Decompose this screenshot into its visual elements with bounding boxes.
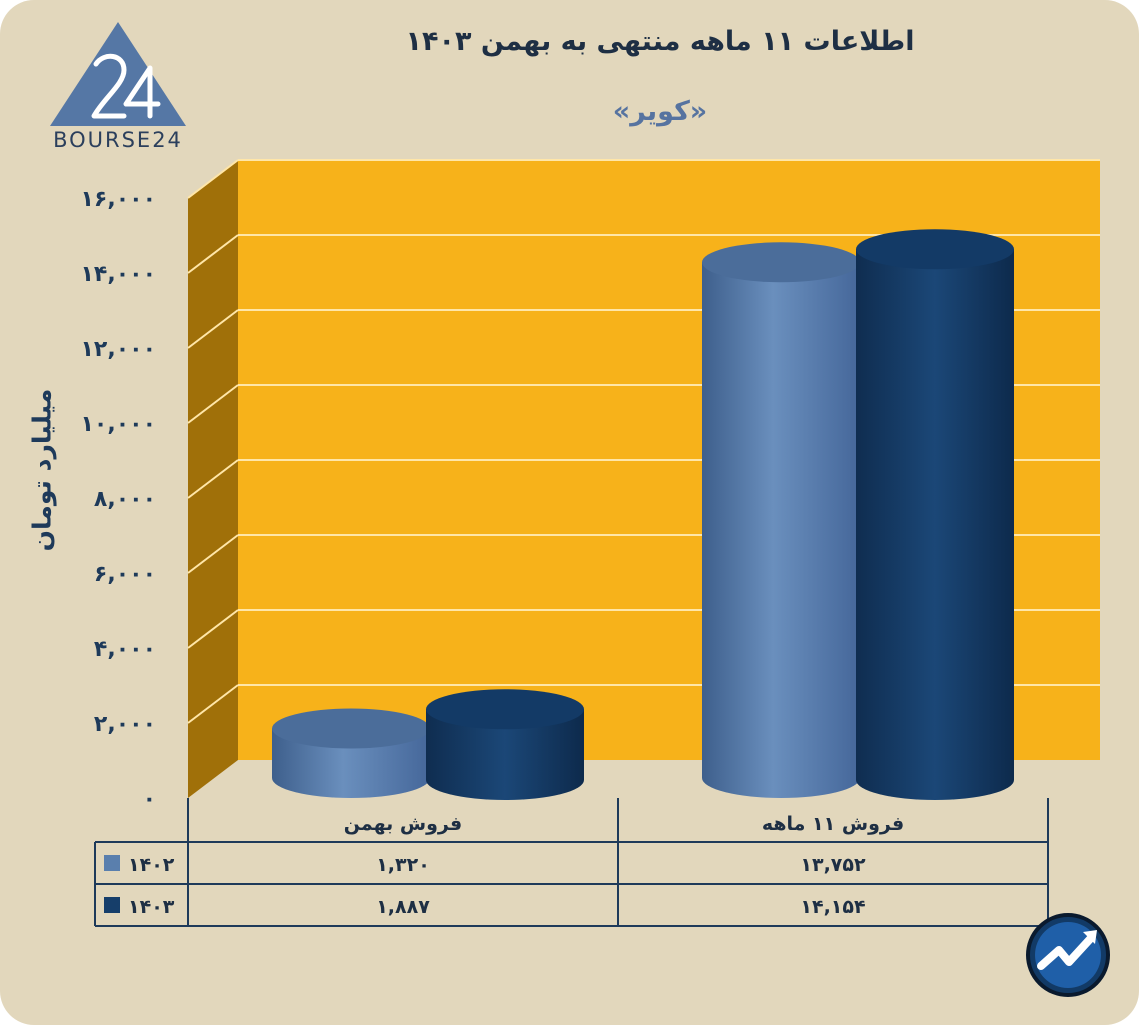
- data-table: فروش بهمن فروش ۱۱ ماهه ۱۴۰۲ ۱,۳۲۰ ۱۳,۷۵۲ ۱۴۰۳…: [94, 798, 1049, 927]
- grid-line-side: [187, 159, 239, 199]
- y-tick-label: ۲,۰۰۰: [94, 712, 156, 737]
- grid-line-side: [187, 459, 239, 499]
- bar-body: [426, 709, 584, 800]
- bar-body: [856, 249, 1014, 801]
- grid-line-side: [187, 309, 239, 349]
- data-label: ۱,۳۲۰: [376, 854, 430, 876]
- legend-swatch: [104, 897, 120, 913]
- bar-top: [702, 242, 860, 283]
- legend-swatch: [104, 855, 120, 871]
- chart-title: اطلاعات ۱۱ ماهه منتهی به بهمن ۱۴۰۳: [405, 26, 915, 57]
- grid-line-side: [187, 684, 239, 724]
- y-tick-label: ۶,۰۰۰: [94, 562, 156, 587]
- y-tick-label: ۰: [143, 787, 156, 812]
- legend-entry: ۱۴۰۲: [128, 854, 175, 876]
- data-label: ۱۴,۱۵۴: [800, 896, 865, 918]
- y-tick-label: ۱۲,۰۰۰: [81, 337, 157, 362]
- bar-0-1: [426, 689, 584, 800]
- y-tick-label: ۱۰,۰۰۰: [81, 412, 157, 437]
- category-label: فروش ۱۱ ماهه: [762, 813, 904, 835]
- bar-body: [272, 728, 430, 798]
- data-label: ۱۳,۷۵۲: [800, 854, 866, 876]
- y-tick-label: ۸,۰۰۰: [94, 487, 156, 512]
- grid-line-side: [187, 384, 239, 424]
- logo-text: BOURSE24: [53, 128, 183, 152]
- bar-1-0: [702, 242, 860, 798]
- bar-body: [702, 262, 860, 798]
- legend-entry: ۱۴۰۳: [128, 896, 175, 918]
- grid-line-side: [187, 609, 239, 649]
- chart-subtitle: «کویر»: [612, 96, 708, 127]
- bar-top: [426, 689, 584, 730]
- y-axis-ticks: ۰ ۲,۰۰۰ ۴,۰۰۰ ۶,۰۰۰ ۸,۰۰۰ ۱۰,۰۰۰ ۱۲,۰۰۰ ۱۴,۰۰۰ ۱…: [81, 187, 157, 812]
- bar-0-0: [272, 708, 430, 798]
- y-tick-label: ۱۴,۰۰۰: [81, 262, 157, 287]
- bourse24-logo-icon: [50, 22, 186, 126]
- bar-top: [856, 229, 1014, 270]
- category-label: فروش بهمن: [344, 813, 462, 835]
- y-tick-label: ۴,۰۰۰: [94, 637, 156, 662]
- data-label: ۱,۸۸۷: [376, 896, 430, 918]
- trend-arrow-badge-icon: [1026, 913, 1110, 997]
- bars: [272, 229, 1014, 801]
- y-tick-label: ۱۶,۰۰۰: [81, 187, 157, 212]
- grid-line-side: [187, 234, 239, 274]
- bar-1-1: [856, 229, 1014, 801]
- grid-line-side: [187, 534, 239, 574]
- bar-top: [272, 708, 430, 749]
